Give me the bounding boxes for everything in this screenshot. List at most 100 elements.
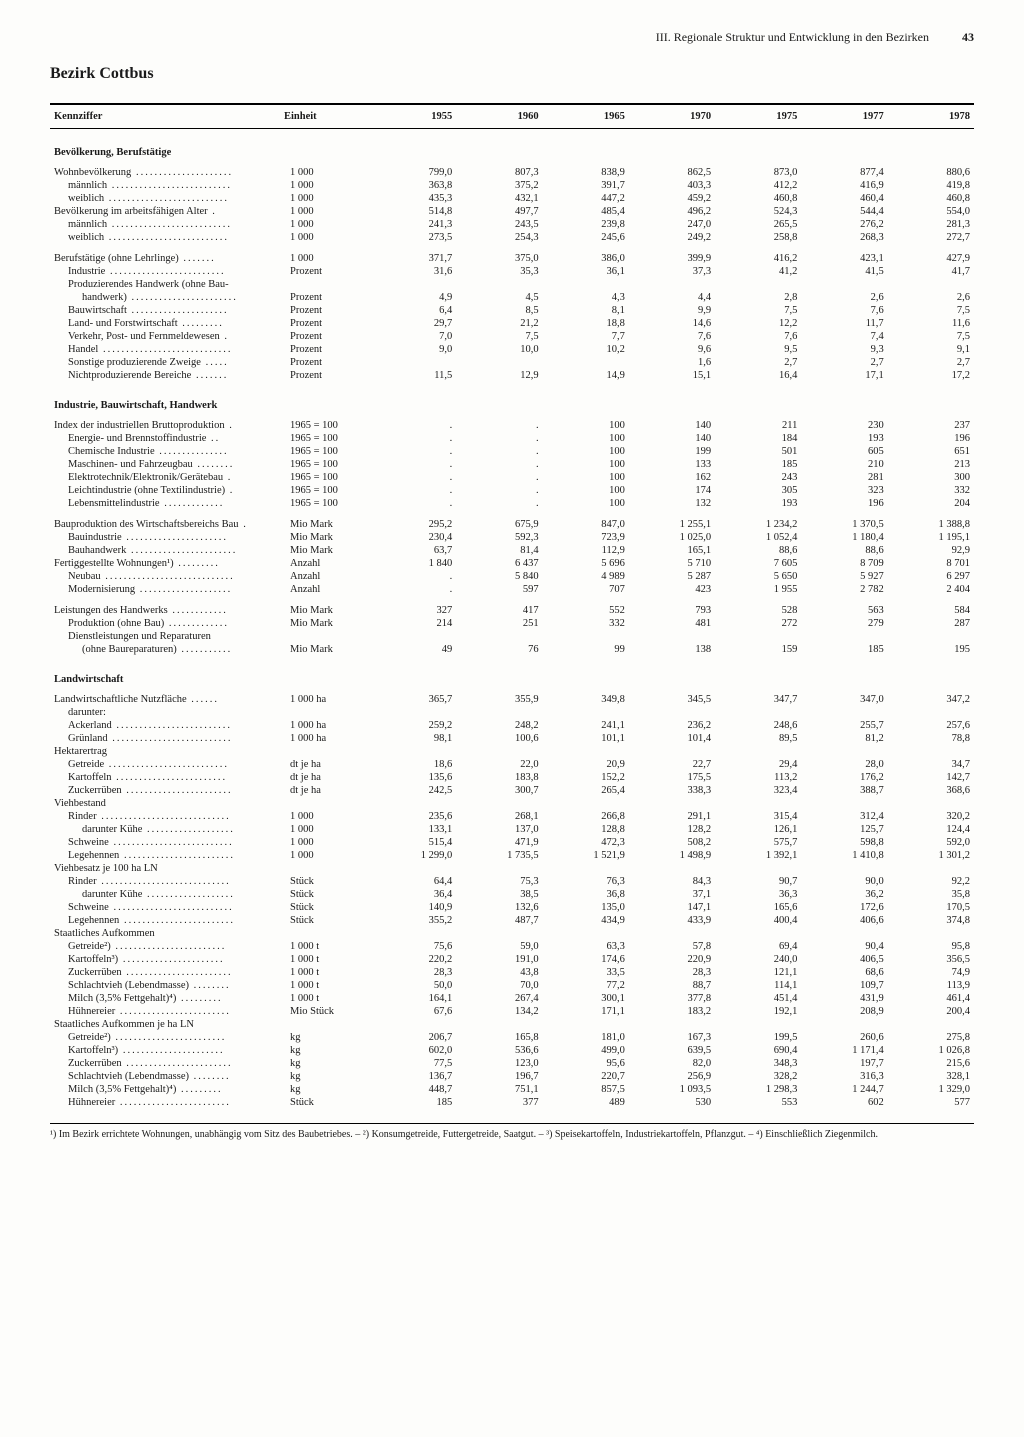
cell-value: 76,3 bbox=[543, 875, 629, 888]
cell-value bbox=[543, 1018, 629, 1031]
cell-value: 181,0 bbox=[543, 1031, 629, 1044]
cell-value: 675,9 bbox=[456, 518, 542, 531]
cell-value: 220,7 bbox=[543, 1070, 629, 1083]
col-year: 1970 bbox=[629, 104, 715, 129]
col-year: 1977 bbox=[801, 104, 887, 129]
cell-value: 8,1 bbox=[543, 304, 629, 317]
cell-value: 799,0 bbox=[370, 166, 456, 179]
cell-value: 481 bbox=[629, 617, 715, 630]
cell-value: 78,8 bbox=[888, 732, 974, 745]
cell-value: 880,6 bbox=[888, 166, 974, 179]
cell-value: 386,0 bbox=[543, 252, 629, 265]
row-label: Schlachtvieh (Lebendmasse) ........ bbox=[50, 979, 280, 992]
cell-value: 133 bbox=[629, 458, 715, 471]
row-label: Grünland .......................... bbox=[50, 732, 280, 745]
cell-value: 1 052,4 bbox=[715, 531, 801, 544]
cell-value: . bbox=[370, 583, 456, 596]
cell-value: 877,4 bbox=[801, 166, 887, 179]
cell-value: . bbox=[370, 432, 456, 445]
cell-value: 6,4 bbox=[370, 304, 456, 317]
table-row: Industrie .........................Proze… bbox=[50, 265, 974, 278]
cell-value: 134,2 bbox=[456, 1005, 542, 1018]
cell-value: 170,5 bbox=[888, 901, 974, 914]
row-label: darunter Kühe ................... bbox=[50, 888, 280, 901]
row-unit: 1 000 bbox=[280, 810, 370, 823]
spacer-row bbox=[50, 244, 974, 252]
cell-value: 57,8 bbox=[629, 940, 715, 953]
cell-value: 196 bbox=[888, 432, 974, 445]
cell-value: 10,0 bbox=[456, 343, 542, 356]
cell-value: 7,4 bbox=[801, 330, 887, 343]
cell-value: 195 bbox=[888, 643, 974, 656]
row-label: Produktion (ohne Bau) ............. bbox=[50, 617, 280, 630]
table-row: Hektarertrag bbox=[50, 745, 974, 758]
cell-value: 348,3 bbox=[715, 1057, 801, 1070]
table-row: Elektrotechnik/Elektronik/Gerätebau .196… bbox=[50, 471, 974, 484]
row-unit: Prozent bbox=[280, 356, 370, 369]
row-label: Hühnereier ........................ bbox=[50, 1005, 280, 1018]
row-unit: 1 000 bbox=[280, 166, 370, 179]
cell-value: 1 498,9 bbox=[629, 849, 715, 862]
cell-value: 363,8 bbox=[370, 179, 456, 192]
page-number: 43 bbox=[962, 30, 974, 45]
cell-value: 328,1 bbox=[888, 1070, 974, 1083]
row-unit: kg bbox=[280, 1070, 370, 1083]
row-unit: 1 000 t bbox=[280, 953, 370, 966]
cell-value: 416,2 bbox=[715, 252, 801, 265]
cell-value: 305 bbox=[715, 484, 801, 497]
row-unit: 1 000 bbox=[280, 205, 370, 218]
cell-value: 315,4 bbox=[715, 810, 801, 823]
row-unit bbox=[280, 630, 370, 643]
table-row: Leistungen des Handwerks ............Mio… bbox=[50, 604, 974, 617]
cell-value: 100 bbox=[543, 445, 629, 458]
cell-value: 501 bbox=[715, 445, 801, 458]
cell-value: 6 437 bbox=[456, 557, 542, 570]
cell-value: 7,6 bbox=[715, 330, 801, 343]
row-label: Fertiggestellte Wohnungen¹) ......... bbox=[50, 557, 280, 570]
cell-value: 236,2 bbox=[629, 719, 715, 732]
cell-value: 7 605 bbox=[715, 557, 801, 570]
row-label: Sonstige produzierende Zweige ..... bbox=[50, 356, 280, 369]
cell-value bbox=[543, 862, 629, 875]
cell-value: 472,3 bbox=[543, 836, 629, 849]
table-row: Lebensmittelindustrie .............1965 … bbox=[50, 497, 974, 510]
cell-value: 489 bbox=[543, 1096, 629, 1109]
col-kennziffer: Kennziffer bbox=[50, 104, 280, 129]
row-label: Rinder ............................ bbox=[50, 875, 280, 888]
cell-value: 18,8 bbox=[543, 317, 629, 330]
cell-value: 36,4 bbox=[370, 888, 456, 901]
cell-value: 347,2 bbox=[888, 693, 974, 706]
cell-value: 5 696 bbox=[543, 557, 629, 570]
row-label: Landwirtschaftliche Nutzfläche ...... bbox=[50, 693, 280, 706]
row-unit: Prozent bbox=[280, 330, 370, 343]
cell-value: 192,1 bbox=[715, 1005, 801, 1018]
row-label: männlich .......................... bbox=[50, 218, 280, 231]
cell-value bbox=[456, 797, 542, 810]
cell-value: 279 bbox=[801, 617, 887, 630]
cell-value: 563 bbox=[801, 604, 887, 617]
cell-value: 138 bbox=[629, 643, 715, 656]
cell-value: 460,8 bbox=[715, 192, 801, 205]
table-row: Index der industriellen Bruttoproduktion… bbox=[50, 419, 974, 432]
row-unit: Anzahl bbox=[280, 583, 370, 596]
cell-value bbox=[888, 278, 974, 291]
cell-value: 2,7 bbox=[715, 356, 801, 369]
row-label: Wohnbevölkerung ..................... bbox=[50, 166, 280, 179]
table-row: Sonstige produzierende Zweige .....Proze… bbox=[50, 356, 974, 369]
cell-value: 461,4 bbox=[888, 992, 974, 1005]
cell-value: 9,0 bbox=[370, 343, 456, 356]
cell-value bbox=[715, 706, 801, 719]
cell-value bbox=[456, 356, 542, 369]
col-einheit: Einheit bbox=[280, 104, 370, 129]
cell-value: 530 bbox=[629, 1096, 715, 1109]
cell-value: 5 927 bbox=[801, 570, 887, 583]
row-label: Elektrotechnik/Elektronik/Gerätebau . bbox=[50, 471, 280, 484]
cell-value bbox=[715, 797, 801, 810]
cell-value: 239,8 bbox=[543, 218, 629, 231]
row-unit bbox=[280, 706, 370, 719]
cell-value: 200,4 bbox=[888, 1005, 974, 1018]
cell-value bbox=[370, 356, 456, 369]
cell-value: 1 955 bbox=[715, 583, 801, 596]
row-label: Zuckerrüben ....................... bbox=[50, 784, 280, 797]
row-unit bbox=[280, 797, 370, 810]
